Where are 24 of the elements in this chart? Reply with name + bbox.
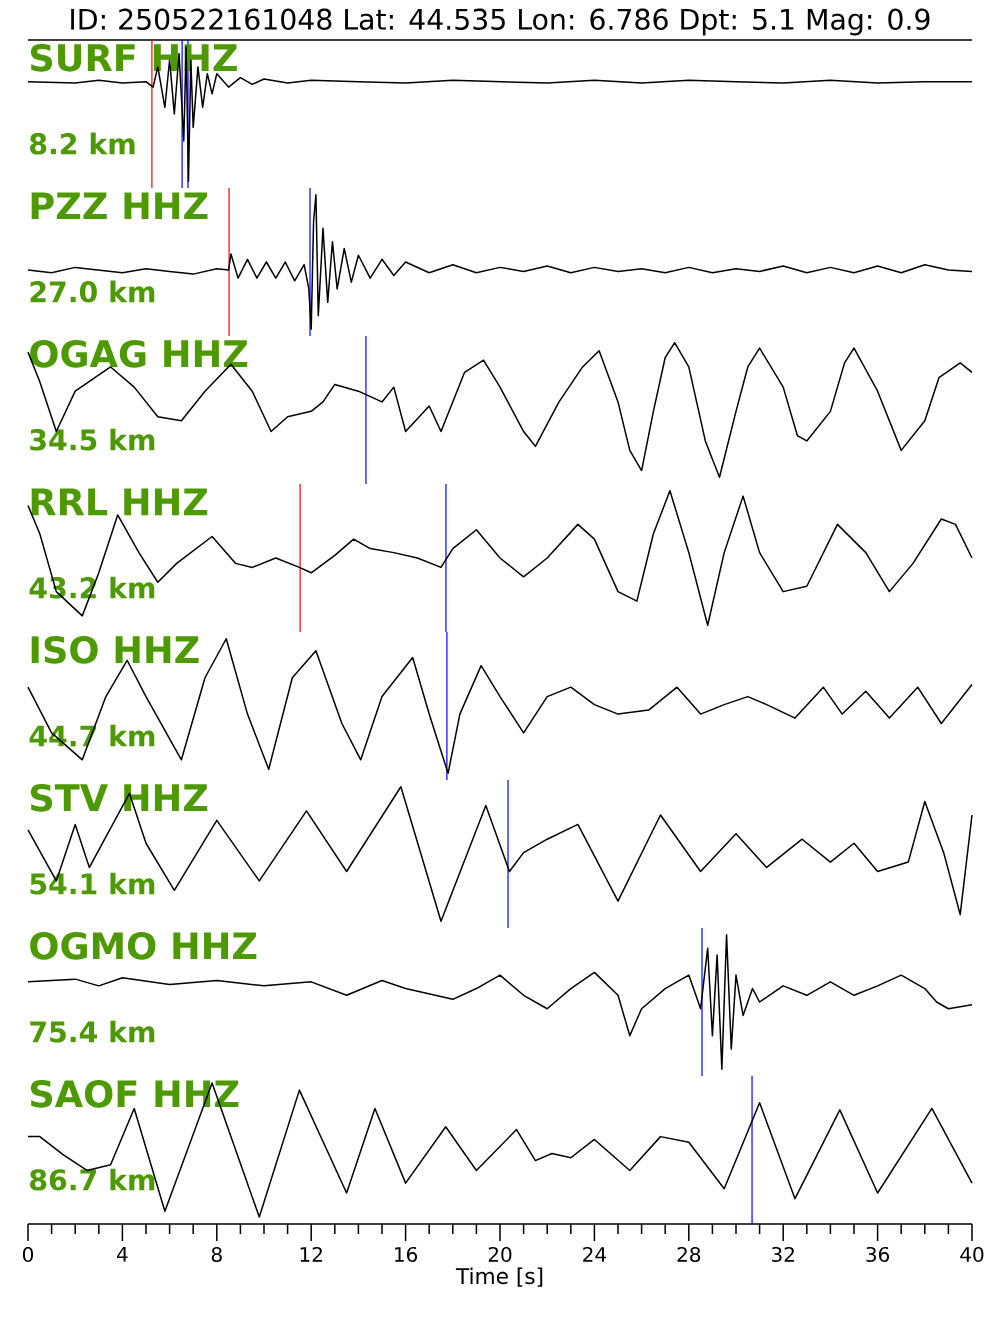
- annotation: 8.2 km: [30, 132, 135, 155]
- annotation: 75.4 km: [30, 1020, 155, 1043]
- annotation: 34.5 km: [30, 428, 155, 451]
- x-tick-label: 16: [395, 1246, 418, 1263]
- chart-title: PZZ HHZ: [31, 192, 208, 220]
- annotation: 86.7 km: [30, 1168, 155, 1191]
- x-tick-label: 32: [771, 1246, 794, 1263]
- x-tick-label: 36: [866, 1246, 890, 1263]
- chart-title: ISO HHZ: [31, 635, 199, 664]
- x-tick-label: 0: [22, 1246, 34, 1263]
- chart-title: OGAG HHZ: [30, 339, 248, 368]
- x-tick-label: 24: [583, 1246, 606, 1262]
- x-tick-label: 40: [960, 1246, 984, 1263]
- annotation: 27.0 km: [30, 280, 155, 303]
- annotation: 54.1 km: [30, 872, 155, 895]
- chart-title: OGMO HHZ: [30, 931, 257, 960]
- x-axis-title: Time [s]: [455, 1267, 543, 1287]
- x-tick-label: 12: [300, 1246, 322, 1262]
- chart-title: RRL HHZ: [31, 488, 208, 516]
- x-tick-label: 4: [117, 1246, 128, 1262]
- text: ID: 250522161048 Lat: 44.535 Lon: 6.786 Dpt: 5.1 Mag: 0.9: [71, 8, 930, 36]
- x-tick-label: 28: [677, 1246, 701, 1263]
- x-tick-label: 8: [211, 1246, 222, 1263]
- x-tick-label: 20: [488, 1246, 512, 1263]
